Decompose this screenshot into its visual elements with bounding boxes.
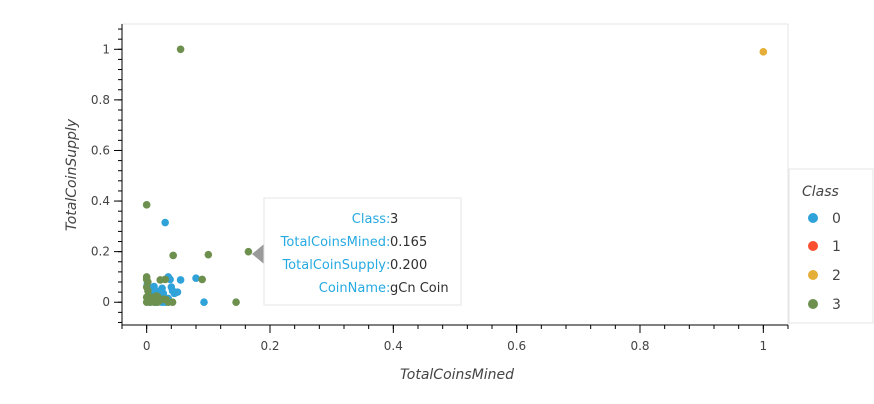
x-tick-label: 0.6 xyxy=(507,339,526,353)
x-axis: 0 0.2 0.4 0.6 0.8 1 xyxy=(121,324,789,353)
tooltip-value-class: 3 xyxy=(390,212,398,227)
legend-swatch-3 xyxy=(808,299,818,309)
tooltip-colon: : xyxy=(386,212,390,227)
legend-label-0: 0 xyxy=(832,211,841,227)
y-axis-title: TotalCoinSupply xyxy=(64,118,80,231)
tooltip-key-class: Class xyxy=(352,212,386,227)
legend-item-0[interactable]: 0 xyxy=(808,211,841,227)
data-point[interactable] xyxy=(142,201,151,209)
legend-swatch-1 xyxy=(808,241,818,251)
series-0 xyxy=(143,218,208,307)
data-point[interactable] xyxy=(759,48,768,56)
tooltip-box xyxy=(263,197,462,306)
legend-label-1: 1 xyxy=(832,239,841,255)
legend-swatch-0 xyxy=(808,213,818,223)
data-point[interactable] xyxy=(168,298,177,307)
data-point[interactable] xyxy=(232,298,240,307)
data-point[interactable] xyxy=(176,276,185,284)
data-point[interactable] xyxy=(169,251,177,260)
x-tick-label: 0.4 xyxy=(384,339,403,353)
data-point[interactable] xyxy=(159,289,168,298)
tooltip-value-coin-supply: 0.200 xyxy=(390,258,427,273)
x-tick-label: 0.8 xyxy=(630,339,649,353)
legend-label-3: 3 xyxy=(832,297,841,313)
data-point[interactable] xyxy=(200,298,208,307)
tooltip-colon: : xyxy=(386,258,390,273)
legend-item-3[interactable]: 3 xyxy=(808,297,841,313)
series-2 xyxy=(759,48,768,56)
y-tick-label: 0.8 xyxy=(91,93,110,107)
y-tick-label: 0 xyxy=(102,295,110,309)
y-tick-label: 0.2 xyxy=(91,245,110,259)
legend-swatch-2 xyxy=(808,270,818,280)
tooltip-value-coin-name: gCn Coin xyxy=(390,281,449,296)
tooltip-key-coins-mined: TotalCoinsMined xyxy=(280,235,386,250)
data-point[interactable] xyxy=(192,274,200,283)
series-3 xyxy=(142,45,253,307)
data-point[interactable] xyxy=(144,287,152,295)
legend-item-1[interactable]: 1 xyxy=(808,239,841,255)
y-tick-label: 1 xyxy=(102,42,110,56)
data-point[interactable] xyxy=(176,45,185,54)
tooltip-colon: : xyxy=(386,235,390,250)
data-point[interactable] xyxy=(161,218,169,227)
tooltip-colon: : xyxy=(386,281,390,296)
x-tick-label: 0.2 xyxy=(260,339,279,353)
tooltip-key-coin-name: CoinName xyxy=(319,281,386,296)
data-point[interactable] xyxy=(152,292,161,300)
tooltip-value-coins-mined: 0.165 xyxy=(390,235,427,250)
tooltip-pointer xyxy=(252,244,264,264)
legend-label-2: 2 xyxy=(832,268,841,284)
x-tick-label: 0 xyxy=(143,339,151,353)
legend-title: Class xyxy=(802,184,839,200)
x-axis-title: TotalCoinsMined xyxy=(400,367,514,383)
data-point[interactable] xyxy=(173,288,182,296)
data-point[interactable] xyxy=(161,275,169,284)
tooltip-key-coin-supply: TotalCoinSupply xyxy=(281,258,386,273)
y-axis: 0 0.2 0.4 0.6 0.8 1 xyxy=(91,24,123,325)
points-layer xyxy=(142,45,768,307)
legend-item-2[interactable]: 2 xyxy=(808,268,841,284)
legend-box xyxy=(788,168,874,324)
legend: Class 0 1 2 3 xyxy=(788,168,874,324)
data-point[interactable] xyxy=(244,247,253,256)
data-point[interactable] xyxy=(204,250,213,259)
y-tick-label: 0.6 xyxy=(91,143,110,157)
y-tick-label: 0.4 xyxy=(91,194,110,208)
x-tick-label: 1 xyxy=(760,339,768,353)
hover-tooltip: Class : 3 TotalCoinsMined : 0.165 TotalC… xyxy=(252,197,462,306)
data-point[interactable] xyxy=(198,275,206,284)
